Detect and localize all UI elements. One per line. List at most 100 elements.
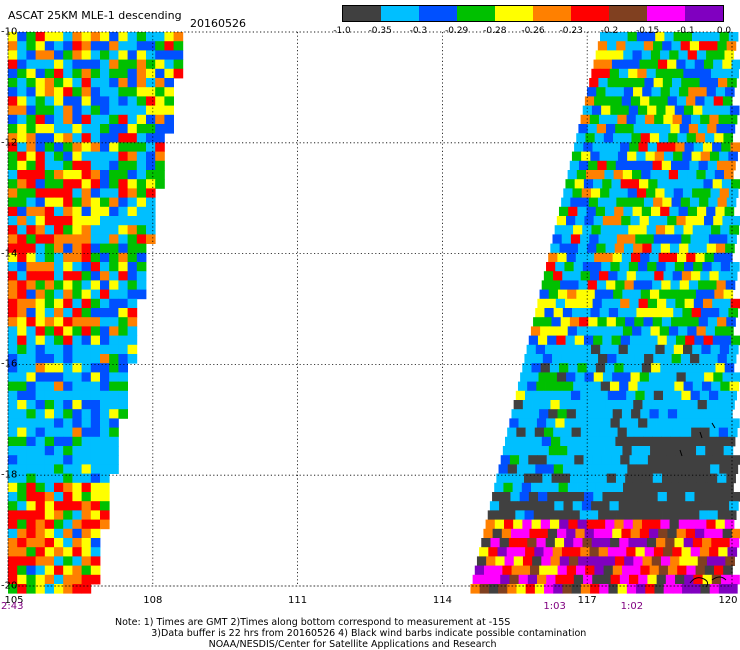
swath-cell	[564, 298, 575, 309]
swath-cell	[8, 372, 18, 382]
swath-cell	[100, 354, 110, 364]
swath-cell	[118, 170, 128, 180]
swath-cell	[588, 160, 598, 171]
swath-cell	[663, 547, 673, 557]
swath-cell	[557, 252, 567, 263]
swath-cell	[26, 216, 36, 226]
swath-cell	[109, 170, 119, 180]
swath-cell	[605, 363, 615, 373]
swath-cell	[8, 584, 18, 594]
swath-cell	[642, 243, 652, 254]
swath-cell	[17, 482, 27, 493]
swath-cell	[542, 354, 553, 364]
swath-cell	[90, 565, 101, 576]
swath-cell	[146, 59, 156, 70]
swath-cell	[8, 105, 18, 116]
swath-cell	[164, 96, 174, 106]
swath-cell	[8, 326, 18, 336]
swath-cell	[726, 41, 737, 51]
swath-cell	[90, 574, 101, 585]
swath-cell	[688, 280, 699, 290]
swath-cell	[505, 436, 515, 447]
swath-cell	[17, 427, 27, 438]
swath-cell	[651, 519, 661, 530]
swath-cell	[54, 124, 64, 134]
swath-cell	[684, 142, 695, 152]
swath-cell	[694, 179, 704, 189]
y-tick-label: -16	[1, 358, 18, 370]
swath-cell	[537, 298, 547, 309]
swath-cell	[26, 482, 36, 493]
swath-cell	[536, 418, 547, 428]
swath-cell	[541, 400, 551, 410]
swath-cell	[72, 308, 82, 318]
swath-cell	[100, 372, 110, 382]
swath-cell	[516, 464, 527, 474]
swath-cell	[90, 455, 101, 465]
swath-cell	[35, 390, 46, 401]
swath-cell	[109, 335, 119, 346]
swath-cell	[155, 41, 165, 51]
swath-cell	[630, 492, 640, 502]
swath-cell	[44, 473, 55, 484]
swath-cell	[686, 252, 696, 263]
swath-cell	[691, 271, 701, 281]
swath-cell	[528, 492, 539, 502]
swath-cell	[544, 584, 554, 594]
swath-cell	[613, 326, 624, 336]
swath-cell	[90, 501, 101, 511]
swath-cell	[655, 344, 665, 355]
swath-cell	[678, 326, 688, 336]
swath-cell	[500, 455, 511, 465]
swath-cell	[644, 78, 655, 88]
swath-cell	[546, 574, 556, 585]
swath-cell	[54, 142, 64, 152]
swath-cell	[63, 197, 73, 208]
swath-cell	[679, 436, 690, 447]
swath-cell	[146, 160, 156, 171]
swath-cell	[603, 96, 613, 106]
swath-cell	[602, 179, 612, 189]
swath-cell	[701, 225, 712, 235]
swath-cell	[691, 308, 702, 318]
swath-cell	[617, 584, 628, 594]
swath-cell	[671, 197, 682, 208]
swath-cell	[684, 298, 695, 309]
swath-cell	[118, 142, 128, 152]
swath-cell	[631, 565, 641, 576]
swath-cell	[127, 335, 138, 346]
swath-cell	[535, 501, 546, 511]
swath-cell	[622, 289, 632, 300]
swath-cell	[63, 317, 73, 327]
swath-cell	[485, 519, 496, 530]
swath-cell	[702, 574, 713, 585]
swath-cell	[626, 390, 636, 401]
swath-cell	[81, 354, 92, 364]
swath-cell	[573, 418, 584, 428]
swath-cell	[602, 216, 613, 226]
swath-cell	[642, 280, 653, 290]
swath-cell	[544, 308, 555, 318]
swath-cell	[583, 298, 593, 309]
swath-cell	[691, 151, 702, 162]
swath-cell	[72, 197, 82, 208]
swath-cell	[109, 289, 119, 300]
swath-cell	[530, 326, 541, 336]
swath-cell	[555, 298, 566, 309]
swath-cell	[54, 584, 64, 594]
swath-cell	[17, 32, 27, 42]
swath-cell	[505, 473, 516, 484]
swath-cell	[8, 170, 18, 180]
swath-cell	[591, 225, 602, 235]
swath-cell	[100, 381, 110, 392]
y-tick-label: -12	[1, 137, 18, 149]
swath-cell	[63, 574, 73, 585]
swath-cell	[612, 409, 623, 419]
swath-cell	[677, 409, 687, 419]
swath-cell	[647, 142, 658, 152]
swath-cell	[81, 556, 92, 566]
swath-cell	[552, 234, 563, 244]
swath-cell	[692, 32, 702, 42]
swath-cell	[614, 556, 625, 566]
swath-cell	[513, 400, 524, 410]
